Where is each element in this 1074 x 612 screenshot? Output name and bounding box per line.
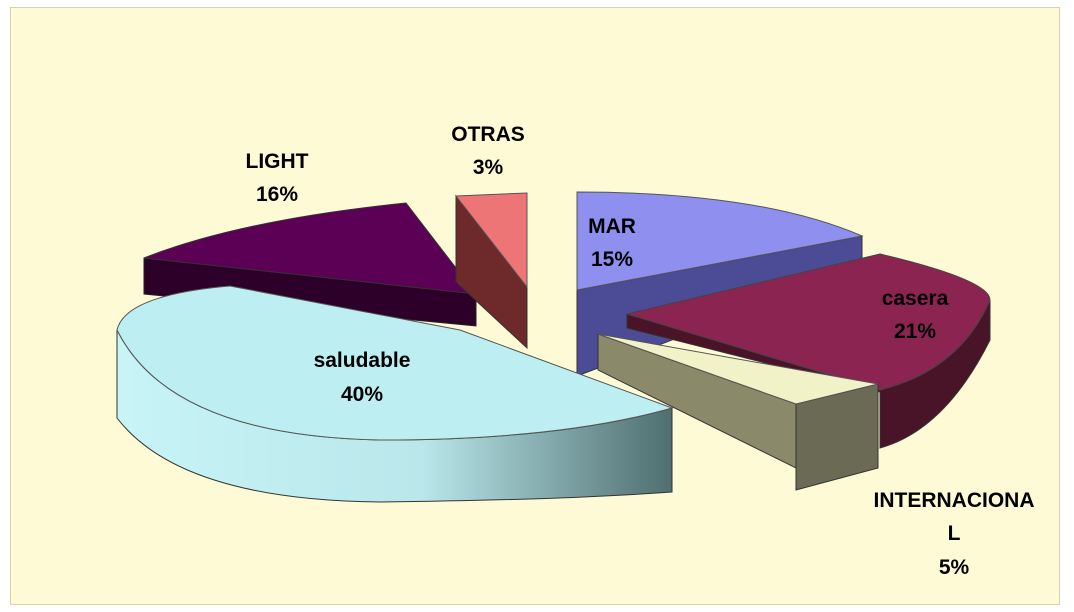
- slice-label-casera: casera: [882, 287, 949, 310]
- pie-slice-otras: OTRAS 3%: [451, 123, 528, 350]
- slice-value-saludable: 40%: [341, 383, 383, 406]
- pie-slice-casera-top: [625, 253, 991, 391]
- slice-value-mar: 15%: [591, 248, 633, 271]
- pie-slice-saludable-top: [116, 285, 674, 441]
- pie-slice-light-top: [143, 202, 478, 295]
- pie-slice-internacional-top: [597, 333, 879, 405]
- slice-label-internacional: INTERNACIONA: [874, 489, 1035, 512]
- slice-label-light: LIGHT: [246, 150, 309, 173]
- slice-label-internacional-line2: L: [948, 522, 961, 545]
- pie-slice-mar-top: [576, 191, 864, 291]
- slice-label-otras: OTRAS: [451, 123, 525, 146]
- pie-slice-light: LIGHT 16%: [143, 150, 478, 327]
- slice-value-internacional: 5%: [939, 556, 970, 579]
- slice-label-saludable: saludable: [314, 349, 411, 372]
- pie-slice-saludable: saludable 40%: [116, 285, 674, 503]
- pie-slice-internacional: INTERNACIONA L 5%: [597, 333, 1035, 579]
- slice-value-otras: 3%: [473, 156, 504, 179]
- slice-value-light: 16%: [256, 183, 298, 206]
- slice-label-mar: MAR: [588, 215, 636, 238]
- pie-slice-otras-top: [455, 192, 528, 289]
- pie-slice-casera: casera 21%: [625, 253, 991, 449]
- slice-value-casera: 21%: [894, 320, 936, 343]
